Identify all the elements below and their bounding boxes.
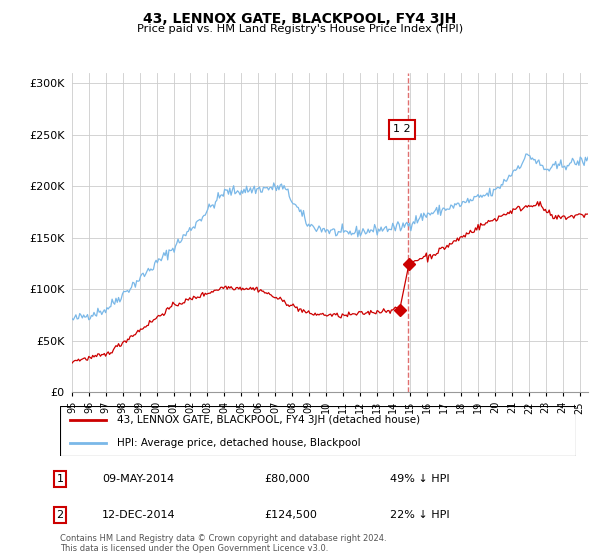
Text: 22% ↓ HPI: 22% ↓ HPI bbox=[390, 510, 449, 520]
Text: 09-MAY-2014: 09-MAY-2014 bbox=[102, 474, 174, 484]
Text: 1: 1 bbox=[56, 474, 64, 484]
Text: 1 2: 1 2 bbox=[393, 124, 411, 134]
Text: 43, LENNOX GATE, BLACKPOOL, FY4 3JH (detached house): 43, LENNOX GATE, BLACKPOOL, FY4 3JH (det… bbox=[117, 414, 420, 424]
Text: 12-DEC-2014: 12-DEC-2014 bbox=[102, 510, 176, 520]
Text: 49% ↓ HPI: 49% ↓ HPI bbox=[390, 474, 449, 484]
Text: £124,500: £124,500 bbox=[264, 510, 317, 520]
Text: 43, LENNOX GATE, BLACKPOOL, FY4 3JH: 43, LENNOX GATE, BLACKPOOL, FY4 3JH bbox=[143, 12, 457, 26]
Text: 2: 2 bbox=[56, 510, 64, 520]
Text: £80,000: £80,000 bbox=[264, 474, 310, 484]
Text: Contains HM Land Registry data © Crown copyright and database right 2024.
This d: Contains HM Land Registry data © Crown c… bbox=[60, 534, 386, 553]
Text: Price paid vs. HM Land Registry's House Price Index (HPI): Price paid vs. HM Land Registry's House … bbox=[137, 24, 463, 34]
Text: HPI: Average price, detached house, Blackpool: HPI: Average price, detached house, Blac… bbox=[117, 438, 361, 448]
